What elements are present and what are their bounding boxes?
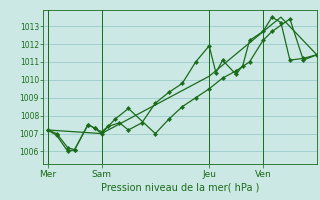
X-axis label: Pression niveau de la mer( hPa ): Pression niveau de la mer( hPa ) (101, 183, 259, 193)
